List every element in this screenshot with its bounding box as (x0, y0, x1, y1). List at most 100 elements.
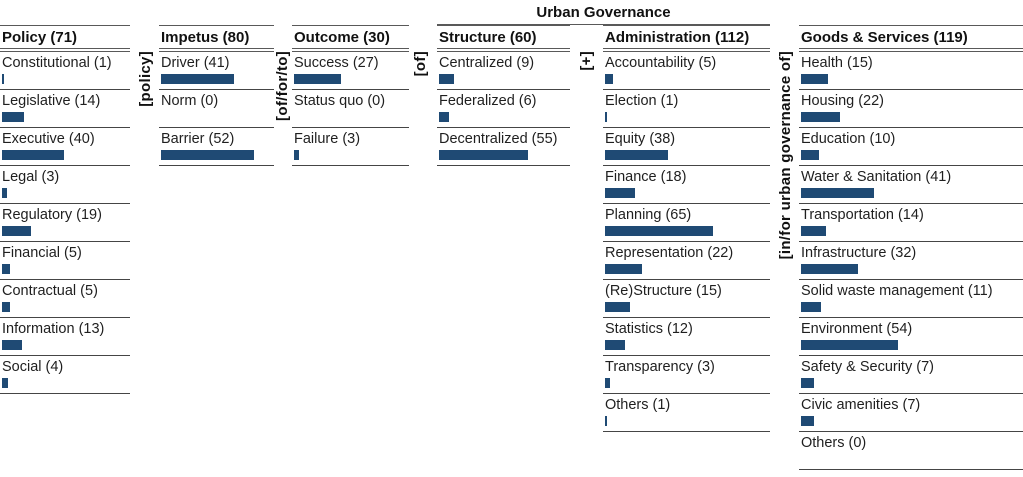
connector-label: [of] (412, 51, 429, 77)
count-bar (439, 112, 449, 122)
category-label: Education (10) (801, 131, 896, 147)
header-double-rule (437, 48, 570, 52)
count-bar (2, 150, 64, 160)
category-label: Centralized (9) (439, 55, 535, 71)
category-row: Water & Sanitation (41) (799, 166, 1023, 204)
count-bar (2, 340, 22, 350)
count-bar (801, 226, 826, 236)
category-row: Executive (40) (0, 128, 130, 166)
category-row: Planning (65) (603, 204, 770, 242)
category-row: Legal (3) (0, 166, 130, 204)
category-row: Regulatory (19) (0, 204, 130, 242)
category-row: Success (27) (292, 52, 409, 90)
category-label: Water & Sanitation (41) (801, 169, 952, 185)
count-bar (439, 150, 528, 160)
category-row: Constitutional (1) (0, 52, 130, 90)
category-row: Others (0) (799, 432, 1023, 470)
category-row: Driver (41) (159, 52, 274, 90)
category-label: Decentralized (55) (439, 131, 558, 147)
category-row: Failure (3) (292, 128, 409, 166)
category-row: Housing (22) (799, 90, 1023, 128)
category-label: Social (4) (2, 359, 64, 375)
count-bar (161, 74, 234, 84)
category-label: Success (27) (294, 55, 379, 71)
category-row: Education (10) (799, 128, 1023, 166)
category-list: Constitutional (1) Legislative (14) Exec… (0, 52, 130, 394)
category-label: Equity (38) (605, 131, 676, 147)
column-header: Impetus (80) (161, 29, 250, 46)
category-row: Status quo (0) (292, 90, 409, 128)
category-row: Statistics (12) (603, 318, 770, 356)
category-row: Decentralized (55) (437, 128, 570, 166)
count-bar (801, 416, 814, 426)
category-row: Transparency (3) (603, 356, 770, 394)
connector-label: [policy] (137, 51, 154, 107)
count-bar (2, 378, 8, 388)
category-row: Social (4) (0, 356, 130, 394)
category-label: Financial (5) (2, 245, 82, 261)
category-label: Representation (22) (605, 245, 734, 261)
category-label: Accountability (5) (605, 55, 717, 71)
count-bar (605, 264, 642, 274)
category-label: Infrastructure (32) (801, 245, 917, 261)
count-bar (2, 302, 10, 312)
category-label: Failure (3) (294, 131, 361, 147)
count-bar (605, 74, 613, 84)
category-list: Driver (41) Norm (0) Barrier (52) (159, 52, 274, 166)
header-double-rule (799, 48, 1023, 52)
count-bar (2, 112, 24, 122)
taxonomy-column: Goods & Services (119) Health (15) Housi… (799, 25, 1023, 470)
category-label: Regulatory (19) (2, 207, 102, 223)
category-row: Barrier (52) (159, 128, 274, 166)
category-label: Environment (54) (801, 321, 913, 337)
column-header: Policy (71) (2, 29, 78, 46)
category-row: Financial (5) (0, 242, 130, 280)
count-bar (801, 340, 898, 350)
count-bar (801, 302, 821, 312)
category-label: Health (15) (801, 55, 873, 71)
category-label: Contractual (5) (2, 283, 98, 299)
category-label: Norm (0) (161, 93, 219, 109)
count-bar (2, 264, 10, 274)
category-list: Accountability (5) Election (1) Equity (… (603, 52, 770, 432)
category-list: Success (27) Status quo (0) Failure (3) (292, 52, 409, 166)
count-bar (801, 188, 874, 198)
count-bar (2, 226, 31, 236)
count-bar (605, 112, 607, 122)
category-label: Planning (65) (605, 207, 692, 223)
category-row: Representation (22) (603, 242, 770, 280)
column-header: Structure (60) (439, 29, 537, 46)
category-label: Executive (40) (2, 131, 95, 147)
count-bar (801, 264, 858, 274)
count-bar (2, 188, 7, 198)
count-bar (801, 74, 828, 84)
header-double-rule (159, 48, 274, 52)
category-row: Environment (54) (799, 318, 1023, 356)
category-row: Health (15) (799, 52, 1023, 90)
category-row: Civic amenities (7) (799, 394, 1023, 432)
count-bar (605, 226, 713, 236)
connector-label: [of/for/to] (274, 51, 291, 121)
category-label: Information (13) (2, 321, 105, 337)
category-label: Housing (22) (801, 93, 885, 109)
category-label: Safety & Security (7) (801, 359, 934, 375)
connector-label: [+] (578, 51, 595, 71)
category-label: Finance (18) (605, 169, 687, 185)
category-label: Status quo (0) (294, 93, 386, 109)
category-label: Others (0) (801, 435, 867, 451)
category-list: Health (15) Housing (22) Education (10) … (799, 52, 1023, 470)
count-bar (605, 302, 630, 312)
count-bar (605, 188, 635, 198)
count-bar (439, 74, 454, 84)
category-row: Information (13) (0, 318, 130, 356)
count-bar (2, 74, 4, 84)
column-header: Goods & Services (119) (801, 29, 968, 46)
category-label: Federalized (6) (439, 93, 537, 109)
count-bar (801, 112, 840, 122)
category-label: Barrier (52) (161, 131, 235, 147)
category-row: Norm (0) (159, 90, 274, 128)
header-double-rule (603, 48, 770, 52)
category-row: Others (1) (603, 394, 770, 432)
category-label: Legal (3) (2, 169, 60, 185)
